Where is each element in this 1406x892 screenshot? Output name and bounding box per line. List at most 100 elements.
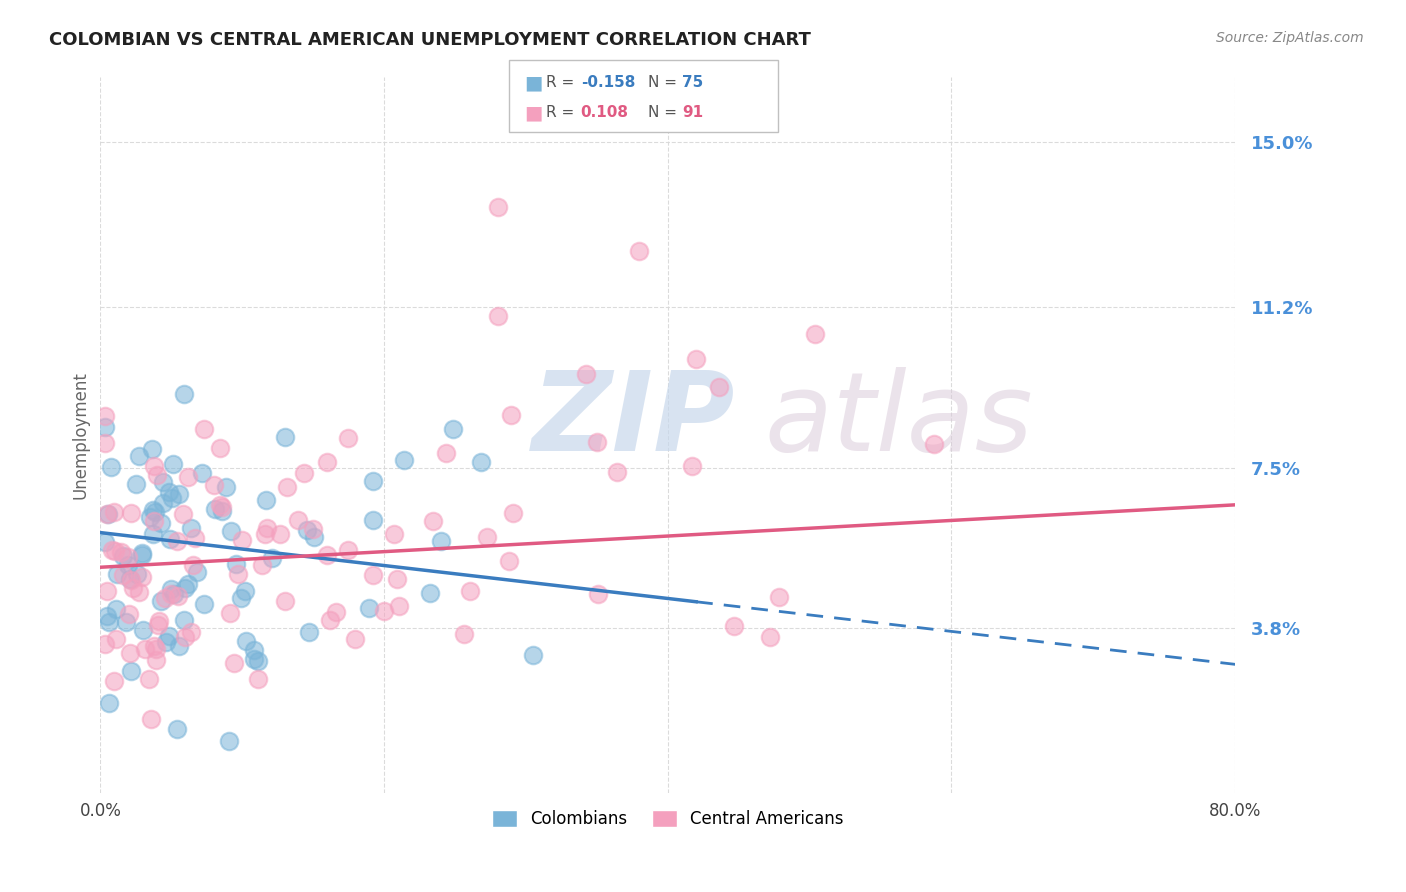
Point <box>392 452 415 467</box>
Point <box>276 480 298 494</box>
Point <box>120 665 142 679</box>
Point <box>475 530 498 544</box>
Text: N =: N = <box>648 75 682 90</box>
Point <box>105 567 128 582</box>
Point <box>502 507 524 521</box>
Point <box>498 553 520 567</box>
Point <box>172 508 194 522</box>
Point <box>256 520 278 534</box>
Point <box>470 455 492 469</box>
Point <box>681 458 703 473</box>
Point <box>149 594 172 608</box>
Point <box>103 505 125 519</box>
Point <box>219 524 242 538</box>
Point <box>177 576 200 591</box>
Point <box>204 502 226 516</box>
Point <box>142 502 165 516</box>
Point <box>325 606 347 620</box>
Point <box>429 533 451 548</box>
Point <box>315 548 337 562</box>
Point <box>224 656 246 670</box>
Point <box>138 672 160 686</box>
Point <box>173 613 195 627</box>
Point <box>134 642 156 657</box>
Point <box>229 591 252 606</box>
Point <box>243 643 266 657</box>
Point <box>159 532 181 546</box>
Point <box>193 422 215 436</box>
Point <box>186 565 208 579</box>
Point <box>93 636 115 650</box>
Text: atlas: atlas <box>765 368 1033 475</box>
Point <box>148 617 170 632</box>
Point <box>97 696 120 710</box>
Point <box>304 530 326 544</box>
Text: ZIP: ZIP <box>531 368 735 475</box>
Point <box>150 516 173 531</box>
Point <box>180 624 202 639</box>
Point <box>115 615 138 630</box>
Point <box>93 420 115 434</box>
Point <box>97 507 120 521</box>
Point <box>143 505 166 519</box>
Point <box>575 368 598 382</box>
Point <box>486 201 509 215</box>
Text: N =: N = <box>648 105 682 120</box>
Point <box>336 542 359 557</box>
Point <box>343 632 366 646</box>
Point <box>125 566 148 581</box>
Point <box>247 673 270 687</box>
Point <box>167 487 190 501</box>
Point <box>254 527 277 541</box>
Point <box>155 635 177 649</box>
Point <box>443 422 465 436</box>
Point <box>181 558 204 573</box>
Point <box>434 446 457 460</box>
Point <box>287 513 309 527</box>
Point <box>110 545 132 559</box>
Point <box>141 442 163 457</box>
Y-axis label: Unemployment: Unemployment <box>72 371 89 499</box>
Point <box>157 629 180 643</box>
Point <box>173 386 195 401</box>
Point <box>142 639 165 653</box>
Point <box>160 491 183 505</box>
Point <box>359 601 381 615</box>
Point <box>233 584 256 599</box>
Point <box>166 722 188 736</box>
Text: R =: R = <box>546 75 579 90</box>
Text: 75: 75 <box>682 75 703 90</box>
Point <box>160 582 183 597</box>
Text: Source: ZipAtlas.com: Source: ZipAtlas.com <box>1216 31 1364 45</box>
Point <box>139 510 162 524</box>
Point <box>361 513 384 527</box>
Point <box>419 586 441 600</box>
Point <box>96 584 118 599</box>
Point <box>166 534 188 549</box>
Point <box>101 542 124 557</box>
Point <box>143 514 166 528</box>
Point <box>125 477 148 491</box>
Point <box>588 587 610 601</box>
Point <box>453 627 475 641</box>
Point <box>98 615 121 629</box>
Point <box>768 590 790 604</box>
Point <box>152 475 174 489</box>
Point <box>173 581 195 595</box>
Point <box>104 543 127 558</box>
Point <box>96 507 118 521</box>
Point <box>96 609 118 624</box>
Point <box>246 654 269 668</box>
Point <box>298 625 321 640</box>
Point <box>361 568 384 582</box>
Point <box>184 531 207 545</box>
Point <box>104 632 127 647</box>
Point <box>117 558 139 573</box>
Point <box>157 485 180 500</box>
Point <box>256 492 278 507</box>
Point <box>269 527 291 541</box>
Point <box>93 535 115 549</box>
Point <box>373 604 395 618</box>
Point <box>301 522 323 536</box>
Point <box>606 465 628 479</box>
